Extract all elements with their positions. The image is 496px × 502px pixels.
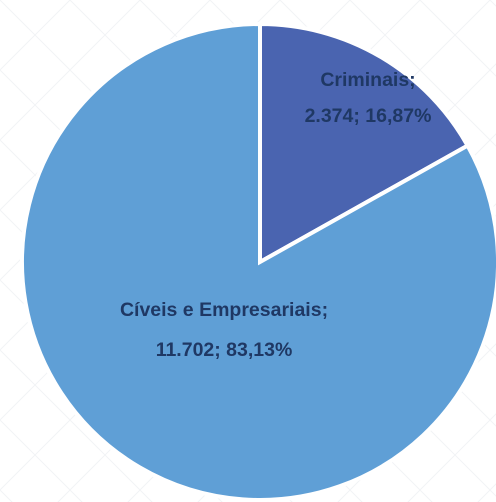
slice-label-value: 11.702; 83,13% — [156, 339, 293, 361]
pie-slice-c-veis-e-empresariais — [20, 21, 496, 502]
pie-slices — [20, 21, 496, 502]
slice-data-label: Cíveis e Empresariais; 11.702; 83,13% — [120, 299, 328, 361]
slice-label-category: Criminais; — [320, 69, 415, 91]
slice-label-value: 2.374; 16,87% — [305, 105, 432, 127]
slice-label-category: Cíveis e Empresariais; — [120, 299, 328, 321]
pie-labels: Criminais; 2.374; 16,87% Cíveis e Empresar… — [120, 69, 431, 361]
pie-slice-criminais — [258, 21, 471, 266]
slice-data-label: Criminais; 2.374; 16,87% — [305, 69, 432, 127]
